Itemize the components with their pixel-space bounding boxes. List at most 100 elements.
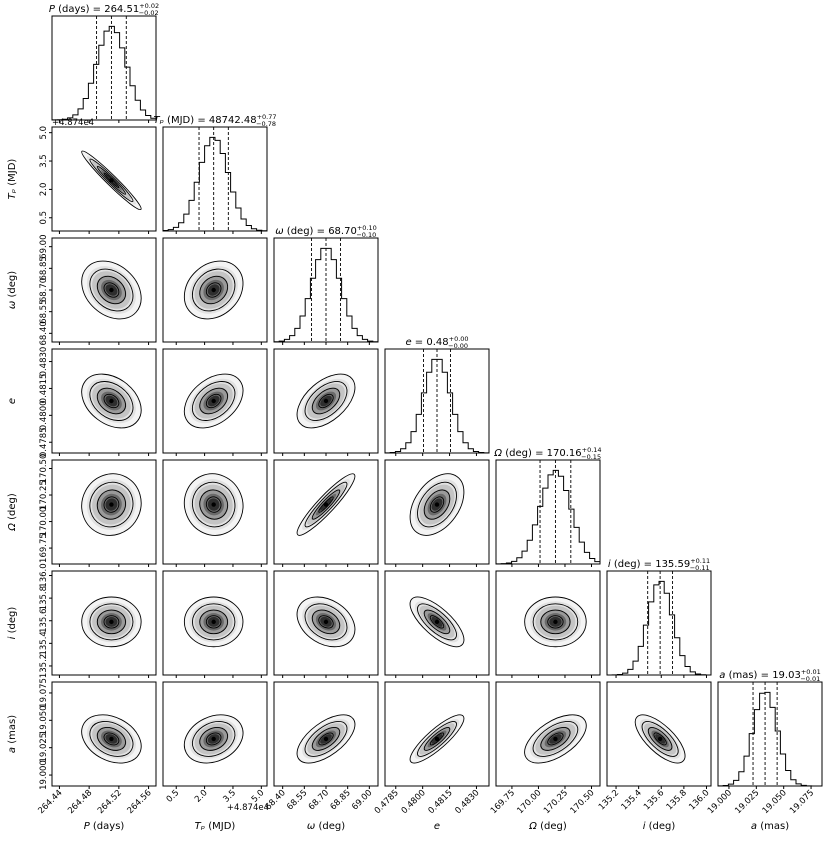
density	[524, 714, 587, 764]
contour	[199, 387, 229, 415]
contour	[304, 381, 348, 421]
y-tick-label: 170.25	[39, 480, 49, 510]
contour	[89, 481, 134, 528]
x-tick-label: 69.00	[350, 788, 374, 812]
contour	[311, 489, 341, 520]
x-axis-label-Tp: Tₚ (MJD)	[195, 821, 236, 832]
title-e: e = 0.48+0.00 −0.00	[405, 335, 468, 350]
contour	[540, 727, 571, 751]
x-tick-label: 135.4	[619, 788, 643, 812]
contour	[205, 732, 222, 746]
y-tick-label: 19.075	[39, 678, 49, 708]
x-tick-label: 2.0	[193, 788, 210, 805]
y-tick-label: 136.0	[39, 563, 49, 587]
x-tick-label: 135.2	[597, 788, 621, 812]
panel-e-vs-omega	[273, 348, 379, 456]
panel-frame	[51, 459, 157, 565]
histogram-a	[718, 691, 822, 786]
contour	[183, 596, 244, 648]
histogram-i	[607, 580, 711, 675]
median-point	[109, 502, 114, 507]
contour	[96, 489, 126, 520]
density	[409, 596, 465, 648]
median-point	[211, 736, 216, 742]
density	[296, 373, 356, 429]
contour	[647, 727, 673, 751]
y-tick-label: 68.40	[39, 321, 49, 345]
y-tick-label: 68.85	[39, 256, 49, 280]
contour	[409, 473, 465, 536]
density	[183, 714, 244, 764]
panel-frame	[51, 126, 157, 232]
title-a: a (mas) = 19.03+0.01 −0.01	[719, 668, 821, 683]
contour	[183, 260, 244, 320]
contour	[103, 615, 120, 629]
contour	[199, 489, 229, 520]
density	[296, 473, 356, 536]
density	[81, 596, 142, 648]
x-tick-label: 68.85	[329, 788, 353, 812]
y-tick-label: 19.000	[39, 760, 49, 790]
y-tick-label: 0.4830	[39, 347, 49, 377]
contour	[540, 609, 571, 635]
median-point	[211, 619, 216, 625]
median-point	[323, 619, 329, 625]
median-point	[211, 398, 216, 404]
contour	[304, 481, 348, 528]
panel-i-vs-omega	[273, 570, 379, 678]
hist-panel-e: e = 0.48+0.00 −0.00	[384, 335, 490, 456]
contour	[296, 596, 356, 648]
density	[81, 260, 142, 320]
contour	[81, 373, 142, 429]
x-axis-label-i: i (deg)	[643, 821, 676, 832]
panel-Omega-vs-Tp	[162, 459, 268, 567]
contour	[89, 381, 134, 421]
panel-frame	[495, 681, 601, 787]
contour	[653, 732, 667, 746]
panel-frame	[51, 681, 157, 787]
contour	[423, 727, 451, 751]
y-tick-label: 170.50	[39, 454, 49, 484]
y-tick-label: 2.0	[39, 183, 49, 197]
density	[183, 373, 244, 429]
contour	[318, 732, 334, 746]
median-point	[323, 398, 329, 404]
contour	[311, 609, 341, 635]
panel-Omega-vs-omega	[273, 459, 379, 567]
contour	[205, 615, 222, 629]
density	[81, 473, 142, 536]
x-tick-label: 170.25	[542, 788, 570, 816]
x-tick-label: 0.4800	[400, 788, 428, 816]
panel-frame	[162, 681, 268, 787]
contour	[96, 165, 126, 195]
title-omega: ω (deg) = 68.70+0.10 −0.10	[275, 224, 377, 239]
x-tick-label: 264.52	[96, 788, 124, 816]
contour	[81, 714, 142, 764]
median-point	[434, 502, 440, 507]
panel-frame	[162, 126, 268, 232]
contour	[81, 260, 142, 320]
contour	[417, 721, 457, 757]
x-tick-label: 68.55	[285, 788, 309, 812]
contour	[81, 473, 142, 536]
contour	[205, 282, 222, 298]
x-axis-label-Omega: Ω (deg)	[528, 821, 567, 832]
y-axis-label-e: e	[7, 398, 18, 404]
contour	[304, 721, 348, 757]
y-axis-label-Omega: Ω (deg)	[7, 493, 18, 532]
median-point	[553, 736, 558, 742]
panel-a-vs-P: 264.44 264.48 264.52 264.5619.00019.02519.0…	[36, 678, 157, 816]
contour	[429, 615, 445, 629]
x-tick-label: 264.56	[126, 788, 154, 816]
hist-panel-omega: ω (deg) = 68.70+0.10 −0.10	[273, 224, 379, 345]
contour	[103, 496, 120, 513]
median-point	[211, 502, 216, 507]
x-tick-label: 68.70	[307, 788, 331, 812]
contour	[634, 714, 686, 764]
panel-frame	[162, 570, 268, 676]
